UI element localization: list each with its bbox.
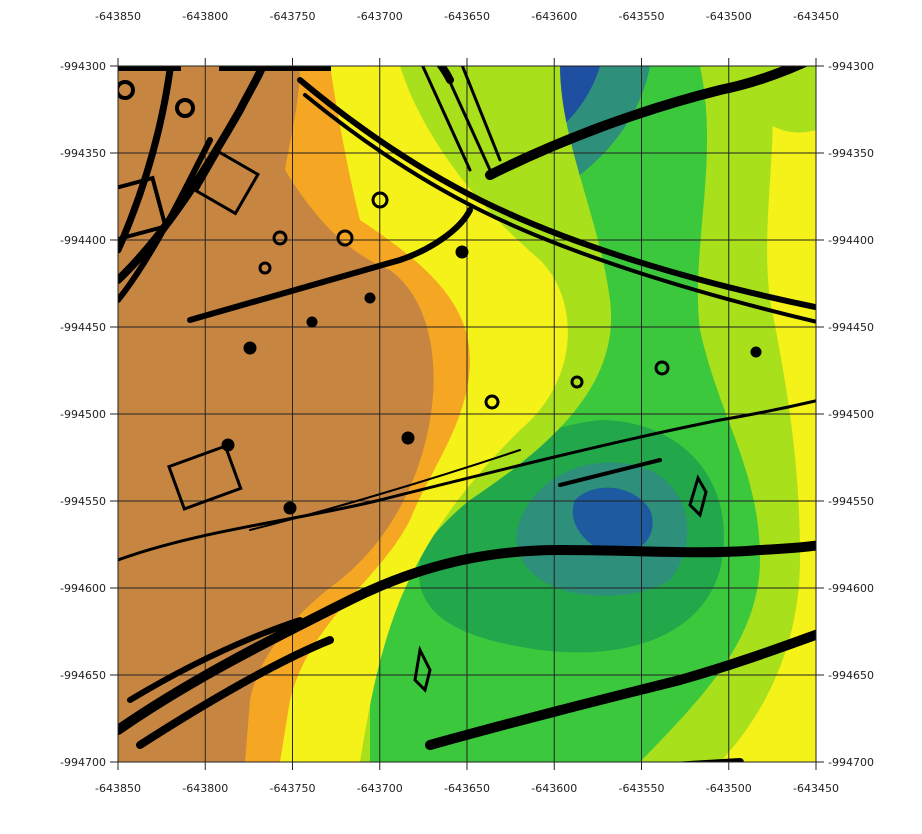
well-7 [484,394,500,410]
x-tick-label-top: -643800 [182,10,228,23]
map-features [118,34,816,762]
well-3 [306,316,318,328]
x-tick-label-bottom: -643600 [531,782,577,795]
well-13 [258,261,272,275]
y-tick-label-right: -994650 [828,669,874,682]
well-8 [401,431,415,445]
road-long-diagonal-2 [249,449,521,531]
building-1 [167,444,243,511]
x-tick-label-top: -643550 [619,10,665,23]
road-upper-left [297,77,816,311]
road-lower-arc-2 [136,636,334,749]
road-top-right-2 [537,67,793,153]
well-9 [750,346,762,358]
x-tick-label-top: -643850 [95,10,141,23]
y-tick-label-left: -994600 [60,582,106,595]
x-tick-label-bottom: -643650 [444,782,490,795]
road-upper-right [303,93,816,324]
y-tick-label-right: -994350 [828,147,874,160]
y-tick-label-left: -994450 [60,321,106,334]
x-tick-label-bottom: -643700 [357,782,403,795]
y-tick-label-right: -994450 [828,321,874,334]
y-tick-label-right: -994700 [828,756,874,769]
well-10 [371,191,389,209]
x-tick-label-bottom: -643450 [793,782,839,795]
well-14 [175,98,195,118]
x-tick-label-top: -643500 [706,10,752,23]
x-tick-label-bottom: -643800 [182,782,228,795]
x-tick-label-top: -643750 [270,10,316,23]
x-tick-label-top: -643700 [357,10,403,23]
x-tick-label-bottom: -643500 [706,782,752,795]
x-tick-label-top: -643650 [444,10,490,23]
y-tick-label-right: -994400 [828,234,874,247]
road-left-1 [118,66,268,284]
top-diagonal-rays [421,66,502,172]
road-mid-left [187,207,473,323]
well-17 [283,501,297,515]
x-tick-label-bottom: -643850 [95,782,141,795]
well-4 [243,341,257,355]
x-axis-bottom: -643850 -643800 -643750 -643700 -643650 -6436… [95,782,839,795]
well-12 [272,230,288,246]
x-axis-top: -643850 -643800 -643750 -643700 -643650 -6436… [95,10,839,23]
grid-lines [110,58,824,770]
x-tick-label-bottom: -643750 [270,782,316,795]
road-long-diagonal [118,399,816,562]
y-tick-label-left: -994500 [60,408,106,421]
y-tick-label-right: -994600 [828,582,874,595]
road-lower-arc-3 [127,617,303,703]
well-16 [724,34,736,46]
well-2 [364,292,376,304]
road-center-dash [558,458,662,487]
building-2 [118,175,168,245]
y-tick-label-left: -994300 [60,60,106,73]
marker-1 [413,645,432,693]
y-tick-label-left: -994350 [60,147,106,160]
well-5 [570,375,584,389]
building-3 [194,149,260,216]
marker-2 [688,474,708,518]
well-18 [221,438,235,452]
well-11 [336,229,354,247]
y-tick-label-right: -994550 [828,495,874,508]
x-tick-label-top: -643600 [531,10,577,23]
road-bottom-right [425,629,816,750]
y-axis-left: -994300 -994350 -994400 -994450 -994500 -9945… [60,60,106,769]
well-6 [654,360,670,376]
y-tick-label-left: -994400 [60,234,106,247]
well-1 [455,245,469,259]
plot-border [117,65,817,763]
x-tick-label-bottom: -643550 [619,782,665,795]
y-tick-label-right: -994300 [828,60,874,73]
y-tick-label-left: -994700 [60,756,106,769]
top-blob-left [118,66,181,71]
x-tick-label-top: -643450 [793,10,839,23]
zone-center-blue [572,487,653,555]
y-tick-label-right: -994500 [828,408,874,421]
well-15 [118,80,135,100]
y-axis-right: -994300 -994350 -994400 -994450 -994500 -9945… [828,60,874,769]
road-lower-arc-1 [118,540,816,735]
road-left-2 [118,66,174,254]
y-tick-label-left: -994550 [60,495,106,508]
top-blob-mid [219,66,331,71]
y-tick-label-left: -994650 [60,669,106,682]
